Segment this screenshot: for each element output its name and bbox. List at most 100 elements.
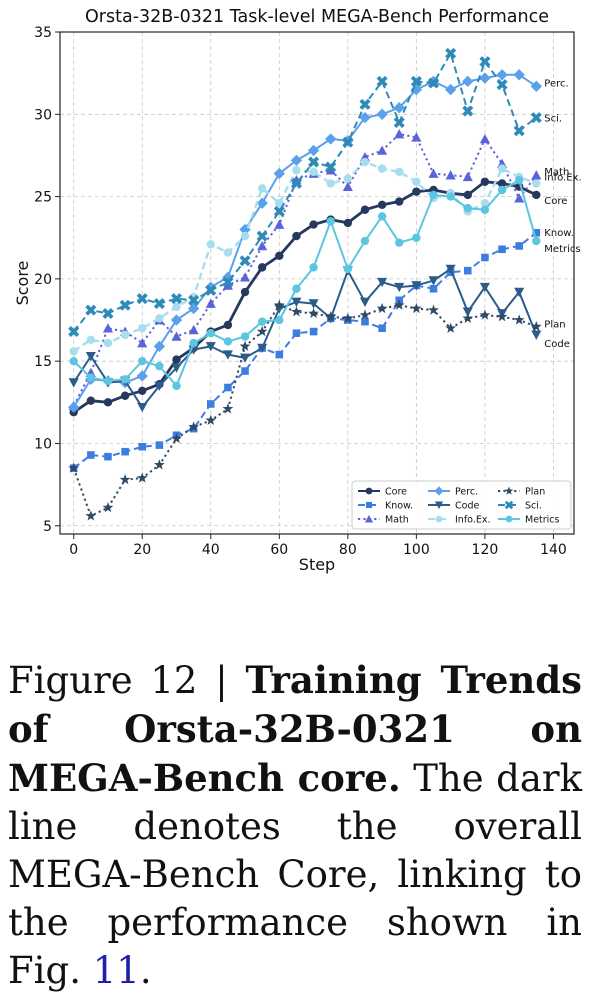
end-label-core: Core <box>544 196 567 207</box>
legend-label: Metrics <box>525 515 560 526</box>
data-point-know <box>463 266 472 275</box>
data-point-metrics <box>223 337 233 346</box>
series-core <box>69 177 541 417</box>
data-point-perc <box>273 167 285 180</box>
data-point-sci <box>239 255 251 267</box>
x-tick-label: 0 <box>69 542 78 558</box>
data-point-know <box>481 253 489 262</box>
data-point-math <box>479 133 490 144</box>
legend-box <box>351 480 572 530</box>
data-point-know <box>309 327 318 336</box>
data-point-plan <box>325 311 337 322</box>
data-point-sci <box>102 307 114 319</box>
data-point-sci <box>479 56 491 68</box>
caption-text: The dark line denotes the overall MEGA-B… <box>8 757 582 992</box>
data-point-math <box>462 171 473 182</box>
data-point-know <box>532 229 541 237</box>
series-line-core <box>72 180 537 414</box>
data-point-plan <box>273 299 285 310</box>
data-point-perc <box>187 302 200 315</box>
x-tick-label: 40 <box>202 542 220 558</box>
data-point-code <box>257 343 268 354</box>
data-point-perc <box>307 144 320 157</box>
data-point-metrics <box>326 217 335 226</box>
series-line-info-ex <box>73 160 537 353</box>
y-tick-label: 30 <box>34 107 52 123</box>
data-point-info-ex <box>309 167 318 177</box>
data-point-perc <box>410 83 423 96</box>
data-point-core <box>412 187 421 196</box>
end-label-math: Math <box>544 167 569 178</box>
data-point-core <box>395 197 404 206</box>
data-point-perc <box>376 108 388 120</box>
legend-label: Math <box>385 515 409 526</box>
data-point-math <box>377 145 388 155</box>
data-point-plan <box>188 421 200 432</box>
data-point-sci <box>428 77 440 89</box>
data-point-know <box>121 447 129 456</box>
data-point-info-ex <box>275 198 284 208</box>
y-axis-label: Score <box>13 261 32 306</box>
data-point-perc <box>68 401 80 413</box>
data-point-know <box>361 317 369 326</box>
legend-label: Code <box>455 501 479 512</box>
data-point-sci <box>462 105 474 117</box>
data-point-code <box>222 350 233 360</box>
data-point-plan <box>308 307 319 319</box>
data-point-info-ex <box>120 330 130 340</box>
data-point-know <box>206 400 215 408</box>
data-point-math <box>171 331 182 341</box>
data-point-core <box>240 287 250 297</box>
data-point-plan <box>171 432 182 444</box>
data-point-metrics <box>155 361 164 371</box>
data-point-math <box>514 193 525 203</box>
data-point-code <box>171 363 182 373</box>
data-point-info-ex <box>257 184 267 193</box>
data-point-info-ex <box>206 240 215 249</box>
plot-frame <box>59 31 575 535</box>
data-point-math <box>257 240 268 251</box>
series-info-ex <box>69 157 541 356</box>
data-point-plan <box>342 312 354 323</box>
legend-swatch-marker <box>364 514 374 523</box>
data-point-sci <box>273 205 285 217</box>
data-point-metrics <box>395 238 404 247</box>
data-point-sci <box>393 117 405 129</box>
data-point-metrics <box>240 332 250 341</box>
data-point-core <box>86 396 96 405</box>
x-axis: 0 20 40 60 80 100 120 140 <box>69 534 567 558</box>
chart-title: Orsta-32B-0321 Task-level MEGA-Bench Per… <box>85 7 549 27</box>
data-point-core <box>480 177 490 186</box>
data-point-sci <box>325 161 337 173</box>
x-tick-label: 120 <box>472 542 499 558</box>
data-point-perc <box>256 197 268 209</box>
data-point-metrics <box>172 381 181 391</box>
data-point-metrics <box>138 356 147 366</box>
grid <box>60 31 574 534</box>
data-point-metrics <box>309 263 318 272</box>
data-point-code <box>308 299 319 309</box>
data-point-code <box>531 330 542 340</box>
data-point-math <box>222 280 233 290</box>
training-trends-chart: Orsta-32B-0321 Task-level MEGA-Bench Per… <box>13 7 582 574</box>
y-tick-label: 5 <box>43 519 52 535</box>
data-point-core <box>532 190 541 200</box>
data-point-math <box>137 338 148 348</box>
data-point-info-ex <box>138 324 147 333</box>
legend-swatch-marker <box>505 515 513 523</box>
data-point-sci <box>119 299 131 311</box>
data-point-metrics <box>360 236 370 246</box>
data-point-math <box>428 168 439 178</box>
data-point-perc <box>170 314 183 326</box>
data-point-plan <box>222 403 234 414</box>
end-label-sci: Sci. <box>544 114 562 125</box>
data-point-perc <box>479 72 491 84</box>
data-point-perc <box>496 69 508 81</box>
data-point-info-ex <box>326 179 335 188</box>
figure-ref-link[interactable]: 11 <box>92 949 140 992</box>
data-point-perc <box>222 271 234 283</box>
data-point-info-ex <box>412 177 421 186</box>
data-point-sci <box>290 177 302 189</box>
data-point-math <box>240 272 251 282</box>
data-point-math <box>445 170 456 180</box>
